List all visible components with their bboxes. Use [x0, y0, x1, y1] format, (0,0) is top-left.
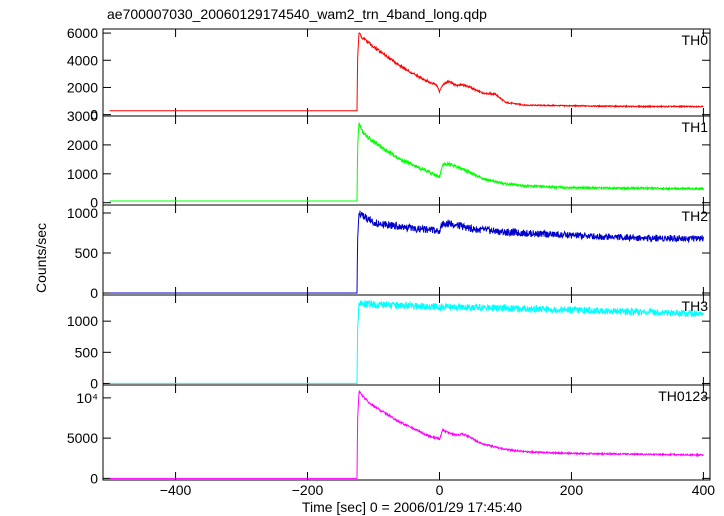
y-tick-label: 1000 — [67, 313, 98, 329]
y-tick-label: 6000 — [67, 25, 98, 41]
y-tick-label: 2000 — [67, 79, 98, 95]
y-tick-label: 4000 — [67, 52, 98, 68]
x-tick-label: −400 — [160, 482, 192, 498]
panel-frame-th3 — [102, 294, 711, 386]
curve-th1 — [109, 122, 704, 202]
y-tick-label: 0 — [90, 107, 98, 123]
x-tick-label: −200 — [292, 482, 324, 498]
curve-th3 — [109, 299, 704, 384]
y-tick-label: 2000 — [67, 137, 98, 153]
y-tick-label: 0 — [90, 375, 98, 391]
x-tick-label: 200 — [560, 482, 584, 498]
y-tick-label: 500 — [75, 344, 99, 360]
panel-label-th0: TH0 — [682, 32, 709, 48]
y-tick-label: 0 — [90, 195, 98, 211]
y-tick-label: 1000 — [67, 166, 98, 182]
panel-frame-th0123 — [102, 384, 711, 481]
panel-frame-th2 — [102, 204, 711, 296]
chart-title: ae700007030_20060129174540_wam2_trn_4ban… — [107, 6, 487, 22]
y-tick-label: 0 — [90, 285, 98, 301]
panel-label-th2: TH2 — [682, 208, 709, 224]
curve-th2 — [109, 210, 704, 294]
panel-label-th1: TH1 — [682, 119, 709, 135]
y-tick-label: 1000 — [67, 205, 98, 221]
y-tick-label: 3000 — [67, 108, 98, 124]
curve-th0 — [109, 32, 704, 112]
x-axis-label: Time [sec] 0 = 2006/01/29 17:45:40 — [302, 499, 522, 515]
panel-label-th3: TH3 — [682, 298, 709, 314]
panel-frame-th0 — [102, 28, 711, 117]
y-axis-label: Counts/sec — [33, 223, 49, 293]
y-tick-label: 10⁴ — [76, 390, 98, 406]
x-tick-label: 0 — [436, 482, 444, 498]
y-tick-label: 500 — [75, 245, 99, 261]
x-tick-label: 400 — [692, 482, 716, 498]
y-tick-label: 0 — [90, 470, 98, 486]
panel-label-th0123: TH0123 — [658, 388, 708, 404]
curve-th0123 — [109, 389, 704, 479]
y-tick-label: 5000 — [67, 430, 98, 446]
